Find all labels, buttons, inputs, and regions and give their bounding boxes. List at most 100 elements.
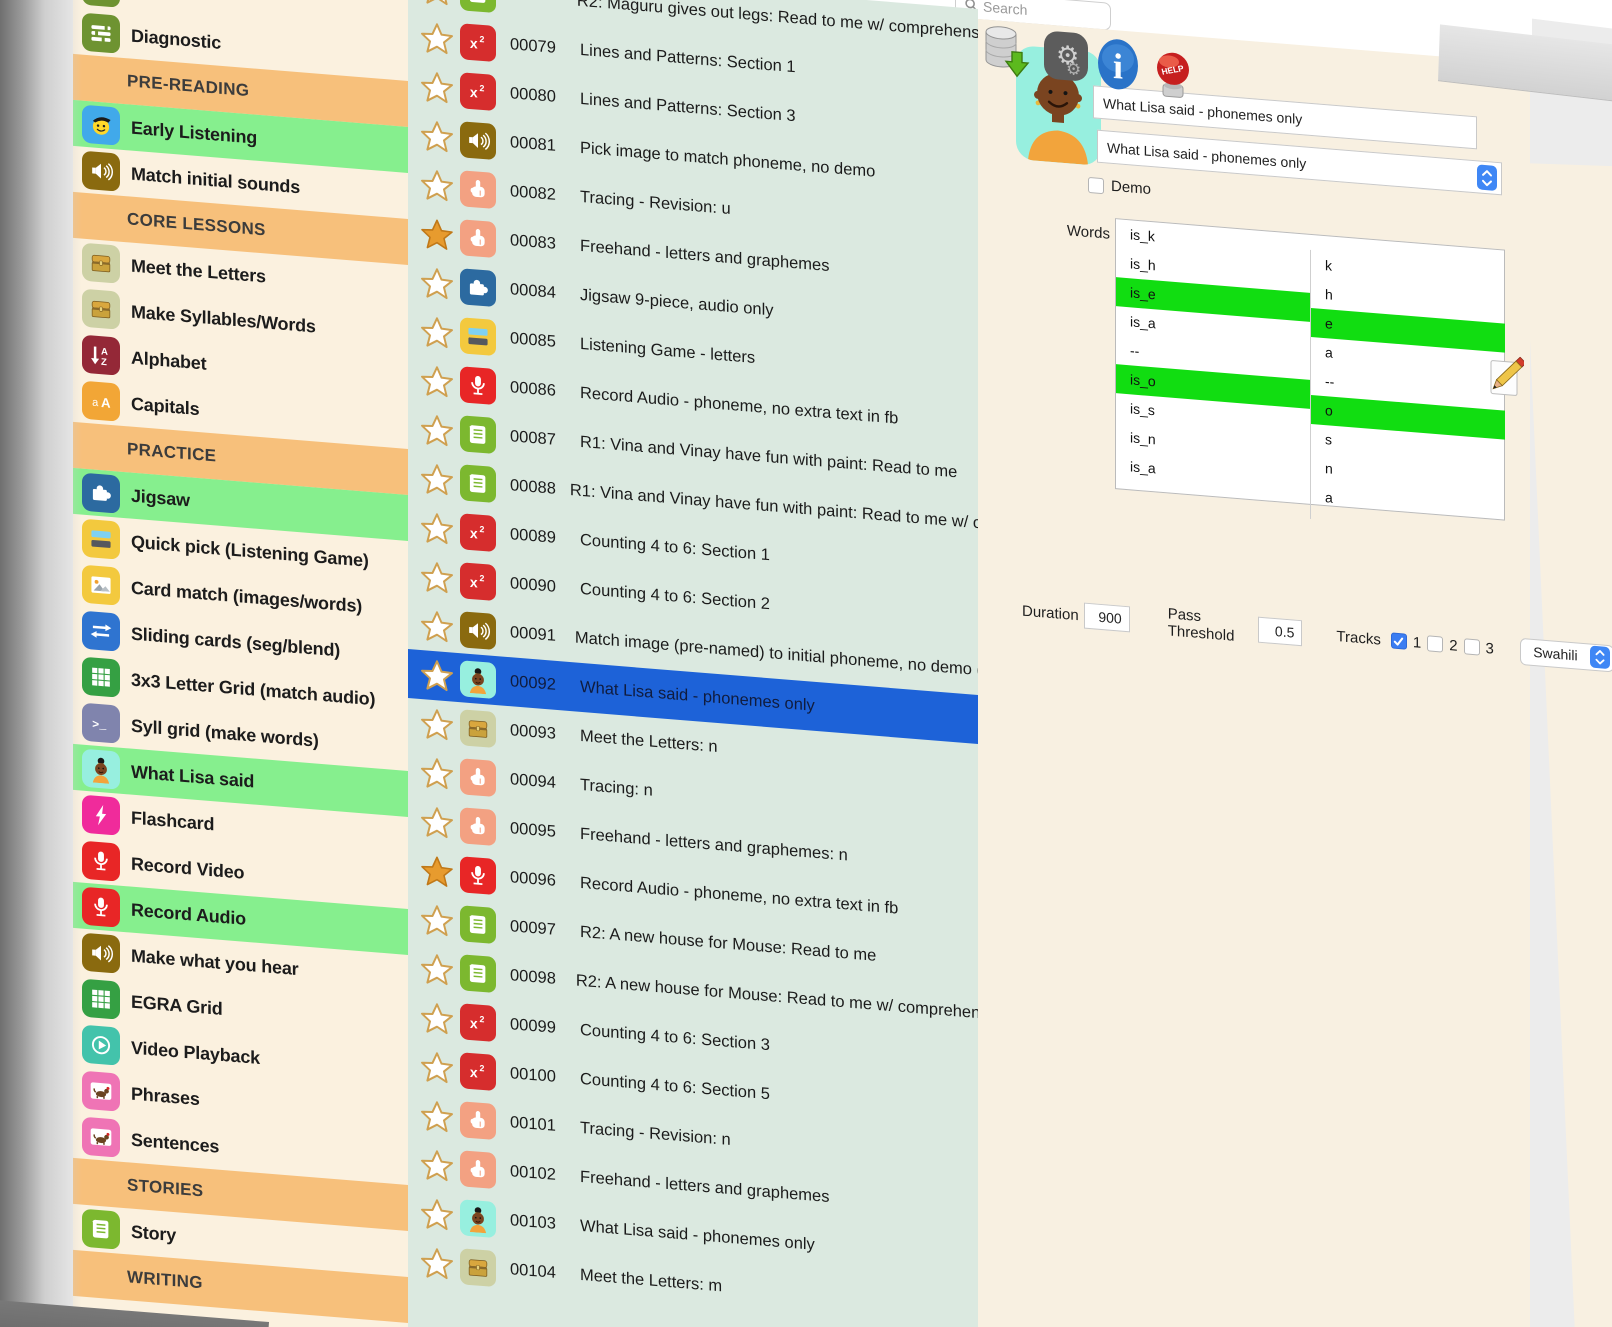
- demo-checkbox[interactable]: [1088, 176, 1104, 194]
- settings-gear-icon[interactable]: ⚙ ⚙: [1042, 28, 1090, 89]
- sidebar-item-card-match-images-words[interactable]: Card match (images/words): [73, 560, 408, 633]
- sidebar-item-diagnostic[interactable]: Diagnostic: [73, 8, 408, 81]
- track-2-checkbox[interactable]: [1427, 635, 1444, 653]
- lesson-row-00090[interactable]: x 2 00090 Counting 4 to 6: Section 2: [408, 551, 978, 646]
- lesson-row-00094[interactable]: 00094 Tracing: n: [408, 747, 978, 842]
- database-download-icon[interactable]: [978, 19, 1032, 88]
- sidebar-item-3x3-letter-grid-match-audio[interactable]: 3x3 Letter Grid (match audio): [73, 652, 408, 725]
- lesson-row-00095[interactable]: 00095 Freehand - letters and graphemes: n: [408, 796, 978, 891]
- lesson-row-00079[interactable]: x 2 00079 Lines and Patterns: Section 1: [408, 12, 978, 107]
- lesson-row-00087[interactable]: 00087 R1: Vina and Vinay have fun with pa…: [408, 404, 978, 499]
- star-outline-icon[interactable]: [420, 804, 454, 841]
- lesson-row-00091[interactable]: 00091 Match image (pre-named) to initial …: [408, 600, 978, 695]
- star-outline-icon[interactable]: [420, 1098, 454, 1135]
- sidebar-item-make-syllables-words[interactable]: Make Syllables/Words: [73, 284, 408, 357]
- sidebar-item-match-initial-sounds[interactable]: Match initial sounds: [73, 146, 408, 219]
- star-outline-icon[interactable]: [420, 1147, 454, 1184]
- sidebar-item-make-what-you-hear[interactable]: Make what you hear: [73, 928, 408, 1001]
- lesson-row-00100[interactable]: x 2 00100 Counting 4 to 6: Section 5: [408, 1041, 978, 1136]
- track-1-checkbox[interactable]: [1390, 632, 1407, 650]
- star-outline-icon[interactable]: [420, 510, 454, 547]
- book-icon: [460, 0, 496, 13]
- sidebar-item-record-audio[interactable]: Record Audio: [73, 881, 408, 955]
- lesson-row-00103[interactable]: 00103 What Lisa said - phonemes only: [408, 1188, 978, 1283]
- lesson-row-00083[interactable]: 00083 Freehand - letters and graphemes: [408, 208, 978, 303]
- lesson-type-select[interactable]: What Lisa said - phonemes only: [1097, 129, 1502, 196]
- sidebar-item-sliding-cards-seg-blend[interactable]: Sliding cards (seg/blend): [73, 606, 408, 679]
- star-outline-icon[interactable]: [420, 1245, 454, 1282]
- star-outline-icon[interactable]: [420, 167, 454, 204]
- star-filled-icon[interactable]: [420, 853, 454, 890]
- star-outline-icon[interactable]: [420, 265, 454, 302]
- help-button-icon[interactable]: HELP: [1148, 45, 1198, 108]
- lesson-row-00093[interactable]: 00093 Meet the Letters: n: [408, 698, 978, 793]
- sidebar-item-alphabet[interactable]: A Z Alphabet: [73, 330, 408, 403]
- sidebar-item-sentences[interactable]: Sentences: [73, 1112, 408, 1185]
- sidebar-item-label: Match initial sounds: [131, 163, 301, 197]
- star-outline-icon[interactable]: [420, 363, 454, 400]
- lesson-row-00085[interactable]: 00085 Listening Game - letters: [408, 306, 978, 401]
- pass-threshold-input[interactable]: [1258, 616, 1303, 647]
- quickpick-icon: [82, 518, 120, 560]
- star-outline-icon[interactable]: [420, 657, 454, 694]
- lesson-row-00097[interactable]: 00097 R2: A new house for Mouse: Read to …: [408, 894, 978, 989]
- lesson-row-00104[interactable]: 00104 Meet the Letters: m: [408, 1237, 978, 1327]
- sidebar-item-label: Video Playback: [131, 1037, 260, 1068]
- star-outline-icon[interactable]: [420, 755, 454, 792]
- edit-words-button[interactable]: [1488, 354, 1527, 399]
- sidebar-item-egra-grid[interactable]: EGRA Grid: [73, 974, 408, 1047]
- sidebar-item-story[interactable]: Story: [73, 1204, 408, 1277]
- lesson-row-00088[interactable]: 00088 R1: Vina and Vinay have fun with pa…: [408, 453, 978, 548]
- lesson-row-00081[interactable]: 00081 Pick image to match phoneme, no dem…: [408, 110, 978, 205]
- info-icon[interactable]: i: [1096, 37, 1140, 102]
- sidebar-item-early-listening[interactable]: Early Listening: [73, 99, 408, 173]
- lesson-title: R2: A new house for Mouse: Read to me: [580, 922, 877, 965]
- sidebar-item-record-video[interactable]: Record Video: [73, 836, 408, 909]
- star-outline-icon[interactable]: [420, 1049, 454, 1086]
- star-outline-icon[interactable]: [420, 118, 454, 155]
- star-filled-icon[interactable]: [420, 216, 454, 253]
- lesson-row-00096[interactable]: 00096 Record Audio - phoneme, no extra te…: [408, 845, 978, 940]
- star-outline-icon[interactable]: [420, 902, 454, 939]
- track-3-checkbox[interactable]: [1463, 638, 1480, 656]
- lesson-row-00101[interactable]: 00101 Tracing - Revision: n: [408, 1090, 978, 1185]
- sidebar-item-capitals[interactable]: a A Capitals: [73, 376, 408, 449]
- sidebar-section-label: PRE-READING: [127, 71, 250, 101]
- star-outline-icon[interactable]: [420, 1000, 454, 1037]
- lesson-row-00099[interactable]: x 2 00099 Counting 4 to 6: Section 3: [408, 992, 978, 1087]
- star-outline-icon[interactable]: [420, 69, 454, 106]
- sidebar-item-jigsaw[interactable]: Jigsaw: [73, 467, 408, 541]
- lesson-row-00098[interactable]: 00098 R2: A new house for Mouse: Read to …: [408, 943, 978, 1038]
- star-outline-icon[interactable]: [420, 951, 454, 988]
- lesson-row-00089[interactable]: x 2 00089 Counting 4 to 6: Section 1: [408, 502, 978, 597]
- sidebar-item-quick-pick-listening-game[interactable]: Quick pick (Listening Game): [73, 514, 408, 587]
- sidebar-item-meet-the-letters[interactable]: Meet the Letters: [73, 238, 408, 311]
- lesson-row-00082[interactable]: 00082 Tracing - Revision: u: [408, 159, 978, 254]
- star-outline-icon[interactable]: [420, 0, 454, 8]
- sidebar-item-video-playback[interactable]: Video Playback: [73, 1020, 408, 1093]
- sidebar-item-what-lisa-said[interactable]: What Lisa said: [73, 743, 408, 817]
- lesson-row-00080[interactable]: x 2 00080 Lines and Patterns: Section 3: [408, 61, 978, 156]
- select-stepper-icon[interactable]: [1477, 164, 1497, 191]
- star-outline-icon[interactable]: [420, 314, 454, 351]
- language-select[interactable]: Swahili: [1519, 637, 1612, 672]
- language-stepper-icon[interactable]: [1589, 645, 1610, 670]
- duration-input[interactable]: [1083, 602, 1130, 633]
- star-outline-icon[interactable]: [420, 461, 454, 498]
- star-outline-icon[interactable]: [420, 559, 454, 596]
- star-outline-icon[interactable]: [420, 706, 454, 743]
- lesson-row-00084[interactable]: 00084 Jigsaw 9-piece, audio only: [408, 257, 978, 352]
- star-outline-icon[interactable]: [420, 20, 454, 57]
- star-outline-icon[interactable]: [420, 608, 454, 645]
- sidebar-item-syll-grid-make-words[interactable]: >_ Syll grid (make words): [73, 698, 408, 771]
- sidebar-item-phrases[interactable]: Phrases: [73, 1066, 408, 1139]
- sidebar-section-label: CORE LESSONS: [127, 209, 266, 240]
- lesson-row-00086[interactable]: 00086 Record Audio - phoneme, no extra te…: [408, 355, 978, 450]
- lesson-row-00092[interactable]: 00092 What Lisa said - phonemes only: [408, 648, 978, 745]
- lesson-row-00102[interactable]: 00102 Freehand - letters and graphemes: [408, 1139, 978, 1234]
- star-outline-icon[interactable]: [420, 1196, 454, 1233]
- star-outline-icon[interactable]: [420, 412, 454, 449]
- sidebar-item-flashcard[interactable]: Flashcard: [73, 790, 408, 863]
